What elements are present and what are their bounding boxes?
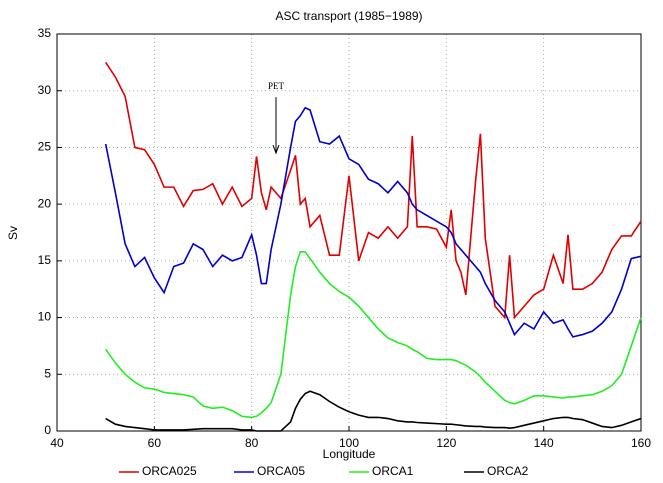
legend-label: ORCA2 [487,464,529,478]
x-axis-label: Longitude [323,447,376,461]
x-tick-label: 160 [631,436,651,450]
annotation-text: PET [268,81,285,91]
y-tick-label: 35 [38,26,52,40]
x-tick-label: 40 [50,436,64,450]
y-tick-label: 10 [38,310,52,324]
series-line [105,390,642,432]
y-tick-label: 25 [38,140,52,154]
y-tick-label: 5 [44,366,51,380]
legend-label: ORCA05 [257,464,305,478]
annotation-arrowhead [272,144,280,155]
series-line [105,61,642,320]
chart-title: ASC transport (1985−1989) [275,9,422,23]
y-tick-label: 30 [38,83,52,97]
y-axis-label: Sv [6,226,20,240]
x-tick-label: 100 [339,436,359,450]
legend-label: ORCA025 [142,464,197,478]
legend-label: ORCA1 [372,464,414,478]
y-tick-label: 20 [38,196,52,210]
plot-frame [56,33,642,432]
x-tick-label: 80 [245,436,259,450]
x-tick-label: 120 [436,436,456,450]
x-tick-label: 140 [534,436,554,450]
series-line [104,106,642,338]
x-tick-label: 60 [148,436,162,450]
y-tick-label: 15 [38,253,52,267]
series-line [105,250,642,419]
y-tick-label: 0 [44,423,51,437]
